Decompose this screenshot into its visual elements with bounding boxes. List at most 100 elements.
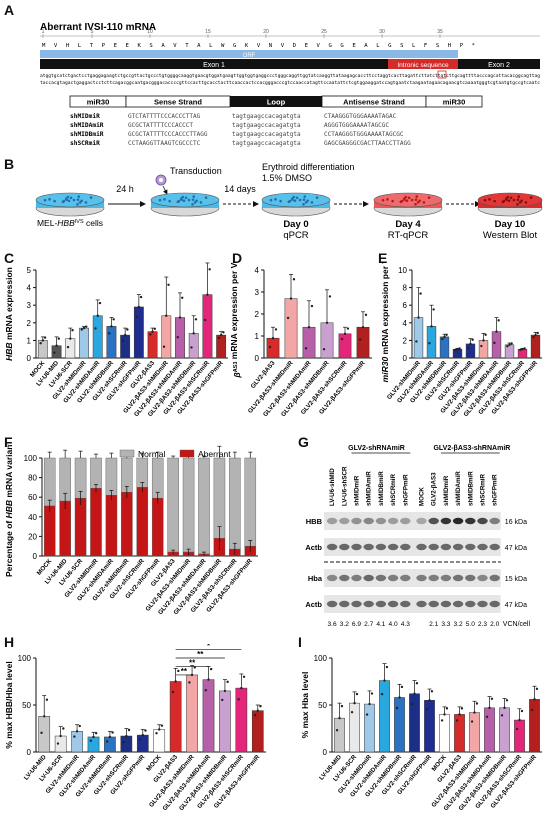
data-point [365,713,369,716]
blot-band [416,574,427,582]
blot-band [440,574,452,582]
dna-top-strand: atggtgcatctgactcctgaggagaagtctgccgttactg… [40,73,541,78]
data-point [440,719,444,722]
data-point [192,332,195,335]
blot-band [326,543,338,551]
bar [320,322,334,359]
cell-dot [386,198,389,201]
data-point [162,345,166,348]
data-point [471,338,474,341]
data-point [432,308,435,311]
blot-band [452,574,464,582]
data-point [398,696,401,699]
bar [188,333,199,359]
bar [219,690,231,753]
blot-band [440,517,452,525]
cell-dot [509,196,513,200]
data-point [177,669,180,673]
data-point [137,305,141,309]
cell-dot [293,199,297,202]
data-point [454,348,457,352]
data-point [80,328,83,331]
legend-aberrant-swatch [179,449,195,458]
data-point [445,707,449,710]
data-point [268,345,272,349]
ruler-tick-label: 10 [147,29,153,35]
cell-dot [315,196,319,199]
data-point [139,295,143,299]
blot-band [326,600,338,608]
data-point [535,687,539,691]
data-point [370,692,374,695]
vcn-value: 4.1 [376,621,385,628]
data-point [125,734,128,738]
ruler-tick-label: 35 [437,29,443,35]
data-point [443,713,446,716]
cell-dot [180,198,183,201]
data-point [346,327,350,330]
mir30-left-label: miR30 [87,98,110,107]
blot-kda-label: 15 kDa [505,576,527,583]
data-point [395,706,399,710]
data-point [456,348,459,351]
cell-dot [407,196,411,200]
bar [202,679,215,753]
bar-normal [182,457,195,553]
cell-dot [187,198,191,202]
data-point [121,339,125,342]
vcn-value: 2.0 [490,621,499,628]
data-point [85,325,88,328]
data-point [45,698,49,701]
blot-band [428,517,439,525]
blot-band [477,543,488,551]
cells-label: MEL-HBBIVS cells [37,218,103,228]
cell-dot [512,198,516,202]
cell-dot [488,198,491,201]
data-point [144,729,147,732]
y-tick-label: 10 [398,266,407,275]
significance-mark: ** [181,667,188,676]
data-point [455,719,459,722]
data-point [458,713,461,716]
data-point [419,292,422,295]
data-point [473,711,476,714]
blot-band [489,517,500,525]
cell-dot [414,198,418,201]
blot-kda-label: 47 kDa [505,545,527,552]
data-point [209,667,213,671]
data-point [443,335,446,339]
cell-dot [295,196,299,200]
ruler-tick-label: 20 [263,29,269,35]
bar [379,680,390,753]
data-point [469,342,472,346]
cell-dot [43,198,47,202]
cell-dot [303,195,307,198]
panel-label-a: A [4,2,15,18]
cell-dot [80,199,83,203]
construct-name: shSCRmiR [70,139,100,147]
step1-label: 24 h [116,184,134,194]
cell-dot [69,196,73,200]
data-point [534,333,537,337]
orf-label: ORF [243,53,256,59]
data-point [415,681,419,685]
construct-sense: GCGCTATTTTCCCACCCT [128,122,193,129]
blot-lane-label: shMIDBmiR [467,471,474,506]
panel-label-d: D [232,250,243,266]
data-point [304,347,308,350]
y-tick-label: 6 [403,301,408,310]
data-point [41,339,45,342]
y-tick-label: 20 [28,532,37,541]
cell-dot [310,201,314,204]
bar [153,729,166,753]
blot-band [363,543,374,551]
bar [71,731,83,753]
panel-label-g: G [298,434,309,450]
data-point [219,333,223,337]
data-point [171,690,175,694]
cell-dot [78,201,82,204]
data-point [94,732,98,735]
blot-row-label: Actb [305,600,322,609]
ruler-tick-label: 25 [321,29,327,35]
